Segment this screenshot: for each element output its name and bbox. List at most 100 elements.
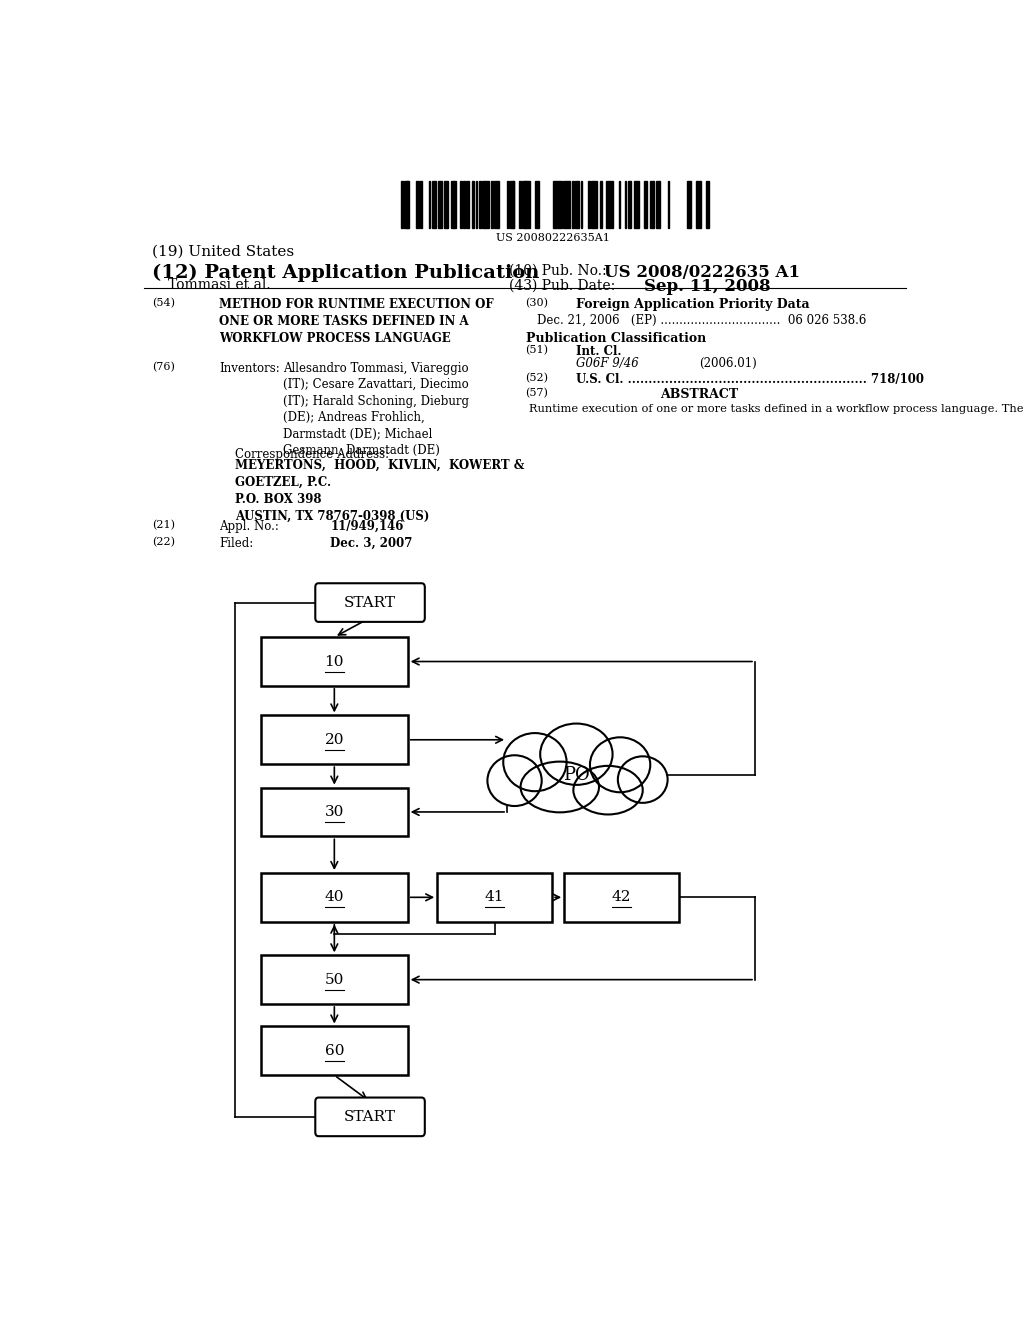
Bar (507, 181, 509, 227)
Text: 11/949,146: 11/949,146 (331, 520, 403, 533)
Ellipse shape (541, 723, 612, 785)
Text: 20: 20 (325, 733, 344, 747)
Bar (637, 181, 639, 227)
Bar (556, 181, 560, 227)
Text: Foreign Application Priority Data: Foreign Application Priority Data (577, 297, 810, 310)
Bar (634, 181, 638, 227)
Bar (522, 181, 526, 227)
Bar (485, 181, 488, 227)
Bar (553, 181, 556, 227)
Text: ABSTRACT: ABSTRACT (660, 388, 738, 401)
Text: G06F 9/46: G06F 9/46 (577, 356, 639, 370)
Bar (564, 873, 679, 921)
Bar (404, 181, 408, 227)
Bar (559, 181, 562, 227)
Bar (653, 181, 654, 227)
Text: Inventors:: Inventors: (219, 362, 280, 375)
Ellipse shape (503, 733, 566, 791)
Bar (588, 181, 590, 227)
Bar (261, 638, 408, 686)
Bar (606, 181, 609, 227)
Bar (498, 181, 500, 227)
Text: 30: 30 (325, 805, 344, 818)
Bar (472, 181, 474, 227)
Text: 41: 41 (485, 890, 505, 904)
Text: 42: 42 (612, 890, 632, 904)
Text: 60: 60 (325, 1044, 344, 1057)
Bar (525, 181, 527, 227)
Bar (650, 181, 652, 227)
Bar (572, 181, 573, 227)
Bar (429, 181, 430, 227)
Bar (591, 181, 594, 227)
Text: 50: 50 (325, 973, 344, 986)
Bar (492, 181, 494, 227)
Bar (659, 181, 660, 227)
Text: (10) Pub. No.:: (10) Pub. No.: (509, 264, 606, 279)
Text: (51): (51) (524, 346, 548, 355)
Ellipse shape (487, 755, 542, 807)
Bar (408, 181, 410, 227)
Bar (690, 181, 691, 227)
Bar (510, 181, 514, 227)
Text: Sep. 11, 2008: Sep. 11, 2008 (644, 279, 770, 296)
Bar (699, 181, 701, 227)
Text: US 20080222635A1: US 20080222635A1 (496, 232, 609, 243)
Bar (519, 181, 520, 227)
Bar (460, 181, 462, 227)
Bar (628, 181, 632, 227)
Bar (420, 181, 422, 227)
Text: Appl. No.:: Appl. No.: (219, 520, 280, 533)
Text: (22): (22) (152, 536, 175, 546)
Bar (401, 181, 403, 227)
Text: PO: PO (563, 767, 590, 784)
Bar (437, 873, 552, 921)
Bar (466, 181, 469, 227)
Bar (579, 181, 580, 227)
Text: (21): (21) (152, 520, 175, 531)
Text: Publication Classification: Publication Classification (526, 333, 707, 346)
Text: START: START (344, 595, 396, 610)
Text: (52): (52) (524, 372, 548, 383)
Bar (475, 181, 477, 227)
Ellipse shape (573, 766, 643, 814)
Text: U.S. Cl. .......................................................... 718/100: U.S. Cl. ...............................… (577, 372, 925, 385)
Bar (696, 181, 700, 227)
Ellipse shape (590, 738, 650, 792)
Bar (562, 181, 566, 227)
Text: Correspondence Address:: Correspondence Address: (236, 447, 389, 461)
Bar (706, 181, 710, 227)
FancyBboxPatch shape (315, 1097, 425, 1137)
Bar (528, 181, 529, 227)
Bar (609, 181, 613, 227)
Bar (625, 181, 627, 227)
Bar (438, 181, 442, 227)
Text: Runtime execution of one or more tasks defined in a workflow process language. T: Runtime execution of one or more tasks d… (528, 404, 1024, 414)
Bar (538, 181, 539, 227)
Text: (30): (30) (524, 297, 548, 308)
Bar (261, 788, 408, 837)
Text: Tommasi et al.: Tommasi et al. (168, 279, 270, 292)
Text: US 2008/0222635 A1: US 2008/0222635 A1 (604, 264, 800, 281)
Ellipse shape (520, 762, 599, 812)
Text: (76): (76) (152, 362, 175, 372)
Bar (566, 181, 569, 227)
Bar (643, 181, 647, 227)
Bar (261, 873, 408, 921)
Text: MEYERTONS,  HOOD,  KIVLIN,  KOWERT &
GOETZEL, P.C.
P.O. BOX 398
AUSTIN, TX 78767: MEYERTONS, HOOD, KIVLIN, KOWERT & GOETZE… (236, 459, 524, 523)
Text: (2006.01): (2006.01) (699, 356, 757, 370)
Text: START: START (344, 1110, 396, 1123)
Text: Dec. 21, 2006   (EP) ................................  06 026 538.6: Dec. 21, 2006 (EP) .....................… (537, 314, 866, 327)
Text: (19) United States: (19) United States (152, 244, 294, 259)
Bar (454, 181, 456, 227)
Bar (687, 181, 690, 227)
Text: METHOD FOR RUNTIME EXECUTION OF
ONE OR MORE TASKS DEFINED IN A
WORKFLOW PROCESS : METHOD FOR RUNTIME EXECUTION OF ONE OR M… (219, 297, 494, 345)
Bar (495, 181, 497, 227)
Bar (656, 181, 659, 227)
Bar (432, 181, 436, 227)
Text: Int. Cl.: Int. Cl. (577, 346, 622, 359)
Bar (261, 956, 408, 1005)
Text: (54): (54) (152, 297, 175, 308)
Bar (535, 181, 538, 227)
Bar (618, 181, 620, 227)
